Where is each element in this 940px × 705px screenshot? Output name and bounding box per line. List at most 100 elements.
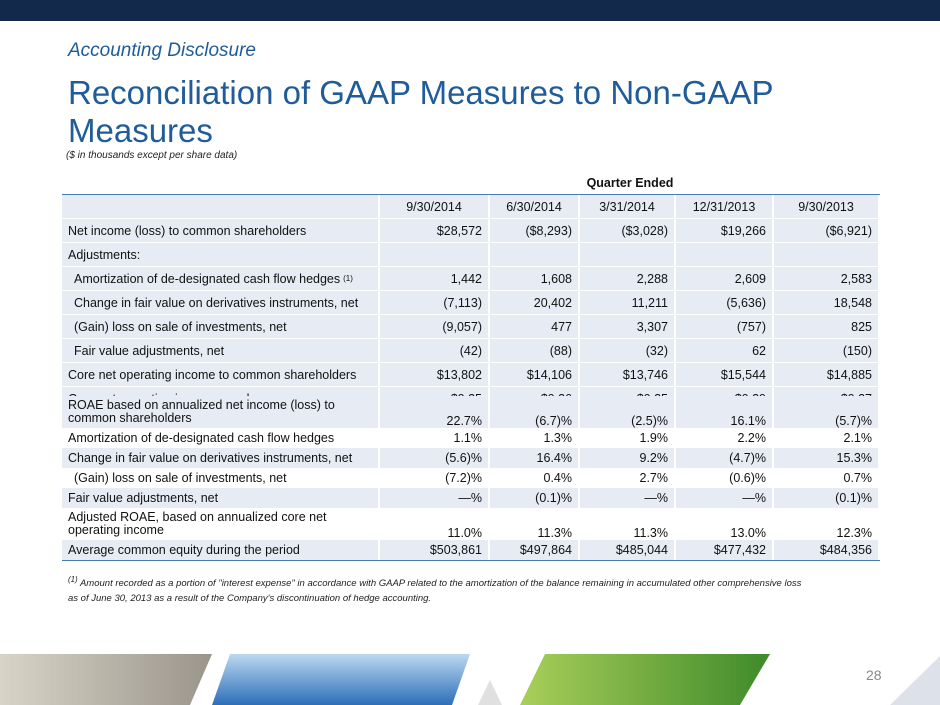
- header-cell: [62, 195, 380, 218]
- cell: (0.1)%: [490, 488, 580, 508]
- cell: ($8,293): [490, 219, 580, 242]
- cell: 16.1%: [676, 396, 774, 428]
- cell: ($6,921): [774, 219, 880, 242]
- cell: 0.4%: [490, 468, 580, 488]
- table-row: Fair value adjustments, net —% (0.1)% —% —%(…: [62, 488, 880, 508]
- cell: [380, 243, 490, 266]
- cell: $497,864: [490, 540, 580, 560]
- cell: 1.3%: [490, 428, 580, 448]
- cell: 2.7%: [580, 468, 676, 488]
- row-label: Fair value adjustments, net: [62, 339, 380, 362]
- cell: 15.3%: [774, 448, 880, 468]
- cell: $14,885: [774, 363, 880, 386]
- column-header: 9/30/2014: [380, 195, 490, 218]
- label-text: Net income (loss) to common shareholders: [68, 223, 307, 238]
- footer-images: [0, 654, 940, 705]
- table-row: Average common equity during the period $…: [62, 540, 880, 561]
- cell: —%: [580, 488, 676, 508]
- cell: (6.7)%: [490, 396, 580, 428]
- cell: (2.5)%: [580, 396, 676, 428]
- table-row: Adjustments:: [62, 242, 880, 266]
- row-label: Change in fair value on derivatives inst…: [62, 448, 380, 468]
- label-text: Core net operating income to common shar…: [68, 367, 357, 382]
- cell: 2.2%: [676, 428, 774, 448]
- column-header: 3/31/2014: [580, 195, 676, 218]
- row-label: Core net operating income to common shar…: [62, 363, 380, 386]
- cell: 20,402: [490, 291, 580, 314]
- row-label: Amortization of de-designated cash flow …: [62, 428, 380, 448]
- kicker: Accounting Disclosure: [68, 40, 256, 61]
- group-header: Quarter Ended: [62, 172, 880, 195]
- cell: 3,307: [580, 315, 676, 338]
- table-row: (Gain) loss on sale of investments, net(…: [62, 468, 880, 488]
- cell: $13,802: [380, 363, 490, 386]
- subtitle: ($ in thousands except per share data): [66, 150, 238, 161]
- cell: 62: [676, 339, 774, 362]
- cell: $15,544: [676, 363, 774, 386]
- cell: —%: [380, 488, 490, 508]
- cell: (0.6)%: [676, 468, 774, 488]
- cell: [676, 243, 774, 266]
- cell: 1,608: [490, 267, 580, 290]
- cell: (4.7)%: [676, 448, 774, 468]
- row-label: ROAE based on annualized net income (los…: [62, 396, 380, 428]
- label-text: Amortization of de-designated cash flow …: [74, 271, 341, 286]
- cell: $19,266: [676, 219, 774, 242]
- cell: 2,583: [774, 267, 880, 290]
- table-row: Change in fair value on derivatives inst…: [62, 290, 880, 314]
- column-header: 6/30/2014: [490, 195, 580, 218]
- cell: (42): [380, 339, 490, 362]
- cell: 0.7%: [774, 468, 880, 488]
- cell: [490, 243, 580, 266]
- cell: $503,861: [380, 540, 490, 560]
- cell: 1.1%: [380, 428, 490, 448]
- table-row: Fair value adjustments, net (42) (88) (32) 6…: [62, 338, 880, 362]
- table-row: Amortization of de-designated cash flow …: [62, 428, 880, 448]
- header-row: 9/30/2014 6/30/2014 3/31/2014 12/31/2013 9/3…: [62, 195, 880, 218]
- row-label: (Gain) loss on sale of investments, net: [62, 315, 380, 338]
- label-text: Fair value adjustments, net: [74, 343, 225, 358]
- cell: [580, 243, 676, 266]
- column-header: 12/31/2013: [676, 195, 774, 218]
- cell: 2,609: [676, 267, 774, 290]
- cell: (9,057): [380, 315, 490, 338]
- footnote: (1) Amount recorded as a portion of "int…: [68, 572, 808, 606]
- row-label: (Gain) loss on sale of investments, net: [62, 468, 380, 488]
- cell: (32): [580, 339, 676, 362]
- cell: 9.2%: [580, 448, 676, 468]
- footnote-marker: (1): [68, 575, 78, 584]
- table-row: Amortization of de-designated cash flow …: [62, 266, 880, 290]
- row-label: Net income (loss) to common shareholders: [62, 219, 380, 242]
- cell: —%: [676, 488, 774, 508]
- table-row: ROAE based on annualized net income (los…: [62, 396, 880, 428]
- cell: (7.2)%: [380, 468, 490, 488]
- cell: 1.9%: [580, 428, 676, 448]
- cell: (7,113): [380, 291, 490, 314]
- cell: $477,432: [676, 540, 774, 560]
- column-header: 9/30/2013: [774, 195, 880, 218]
- cell: 11,211: [580, 291, 676, 314]
- label-text: Change in fair value on derivatives inst…: [74, 295, 359, 310]
- cell: 825: [774, 315, 880, 338]
- table-row: Change in fair value on derivatives inst…: [62, 448, 880, 468]
- cell: $14,106: [490, 363, 580, 386]
- row-label: Adjusted ROAE, based on annualized core …: [62, 508, 380, 540]
- cell: $485,044: [580, 540, 676, 560]
- table-row: (Gain) loss on sale of investments, net(…: [62, 314, 880, 338]
- table-row: Adjusted ROAE, based on annualized core …: [62, 508, 880, 540]
- table-row: Net income (loss) to common shareholders…: [62, 218, 880, 242]
- cell: $484,356: [774, 540, 880, 560]
- cell: (0.1)%: [774, 488, 880, 508]
- cell: 11.3%: [580, 508, 676, 540]
- cell: 477: [490, 315, 580, 338]
- table-row: Core net operating income to common shar…: [62, 362, 880, 386]
- cell: 2,288: [580, 267, 676, 290]
- cell: (150): [774, 339, 880, 362]
- cell: 1,442: [380, 267, 490, 290]
- cell: 13.0%: [676, 508, 774, 540]
- cell: 12.3%: [774, 508, 880, 540]
- row-label: Change in fair value on derivatives inst…: [62, 291, 380, 314]
- cell: [774, 243, 880, 266]
- row-label: Amortization of de-designated cash flow …: [62, 267, 380, 290]
- cell: 18,548: [774, 291, 880, 314]
